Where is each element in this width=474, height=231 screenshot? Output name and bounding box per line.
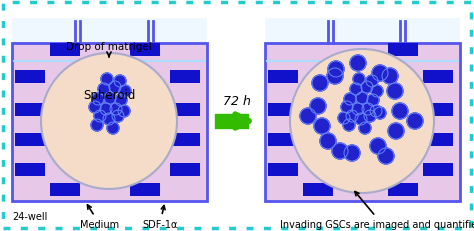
- Circle shape: [370, 138, 386, 154]
- Text: SDF-1α: SDF-1α: [142, 206, 178, 229]
- Bar: [170, 163, 200, 176]
- Circle shape: [118, 106, 130, 118]
- Bar: [170, 71, 200, 84]
- Circle shape: [91, 119, 103, 131]
- Text: 72 h: 72 h: [223, 94, 250, 108]
- Bar: [50, 44, 80, 57]
- Bar: [170, 103, 200, 116]
- Bar: [265, 44, 460, 201]
- FancyBboxPatch shape: [3, 3, 471, 228]
- Circle shape: [312, 76, 328, 92]
- Bar: [130, 44, 160, 57]
- Circle shape: [103, 113, 115, 125]
- Circle shape: [310, 99, 326, 115]
- Circle shape: [356, 93, 368, 105]
- Circle shape: [98, 84, 110, 96]
- Circle shape: [92, 94, 104, 106]
- Text: Drop of matrigel: Drop of matrigel: [66, 42, 152, 58]
- Circle shape: [94, 110, 106, 122]
- Circle shape: [388, 123, 404, 139]
- Circle shape: [115, 94, 127, 106]
- Circle shape: [370, 106, 382, 118]
- Bar: [423, 134, 453, 146]
- Bar: [423, 103, 453, 116]
- Circle shape: [343, 119, 355, 131]
- Bar: [268, 163, 298, 176]
- Circle shape: [101, 74, 113, 86]
- Circle shape: [364, 110, 376, 122]
- Circle shape: [350, 56, 366, 72]
- Circle shape: [355, 113, 367, 125]
- Circle shape: [104, 93, 116, 105]
- Bar: [15, 163, 45, 176]
- Circle shape: [338, 112, 350, 125]
- Bar: [268, 134, 298, 146]
- Circle shape: [372, 66, 388, 82]
- Circle shape: [353, 74, 365, 86]
- Circle shape: [109, 82, 121, 94]
- Circle shape: [382, 69, 398, 85]
- Circle shape: [392, 103, 408, 119]
- Text: Invading GSCs are imaged and quantified: Invading GSCs are imaged and quantified: [280, 192, 474, 229]
- Bar: [388, 44, 418, 57]
- Bar: [12, 19, 207, 44]
- Bar: [265, 19, 460, 44]
- Bar: [170, 134, 200, 146]
- Bar: [423, 71, 453, 84]
- Circle shape: [119, 86, 131, 97]
- Circle shape: [114, 76, 126, 88]
- Circle shape: [359, 122, 371, 134]
- Bar: [423, 163, 453, 176]
- Bar: [130, 183, 160, 196]
- Circle shape: [374, 108, 386, 119]
- Circle shape: [100, 103, 112, 116]
- Circle shape: [350, 84, 362, 96]
- Circle shape: [344, 145, 360, 161]
- Bar: [15, 103, 45, 116]
- Circle shape: [344, 94, 356, 106]
- Circle shape: [332, 143, 348, 159]
- Circle shape: [352, 103, 364, 116]
- Circle shape: [371, 86, 383, 97]
- Circle shape: [366, 76, 378, 88]
- Circle shape: [112, 110, 124, 122]
- Bar: [15, 71, 45, 84]
- Bar: [268, 103, 298, 116]
- Circle shape: [328, 62, 344, 78]
- Circle shape: [346, 110, 358, 122]
- Text: Spheroid: Spheroid: [83, 89, 135, 102]
- Bar: [12, 44, 207, 201]
- Circle shape: [300, 109, 316, 125]
- Circle shape: [89, 102, 101, 113]
- Circle shape: [341, 102, 353, 113]
- Bar: [15, 134, 45, 146]
- Circle shape: [361, 82, 373, 94]
- Circle shape: [378, 148, 394, 164]
- Circle shape: [362, 103, 374, 116]
- Circle shape: [290, 50, 434, 193]
- Circle shape: [107, 122, 119, 134]
- Text: Medium: Medium: [80, 205, 119, 229]
- Bar: [388, 183, 418, 196]
- Text: 24-well: 24-well: [12, 211, 47, 221]
- Circle shape: [407, 113, 423, 129]
- Circle shape: [41, 54, 177, 189]
- Circle shape: [327, 69, 343, 85]
- Circle shape: [110, 103, 122, 116]
- Circle shape: [387, 84, 403, 100]
- Circle shape: [367, 94, 379, 106]
- Bar: [303, 183, 333, 196]
- Circle shape: [314, 119, 330, 134]
- Bar: [268, 71, 298, 84]
- Bar: [50, 183, 80, 196]
- Circle shape: [320, 134, 336, 149]
